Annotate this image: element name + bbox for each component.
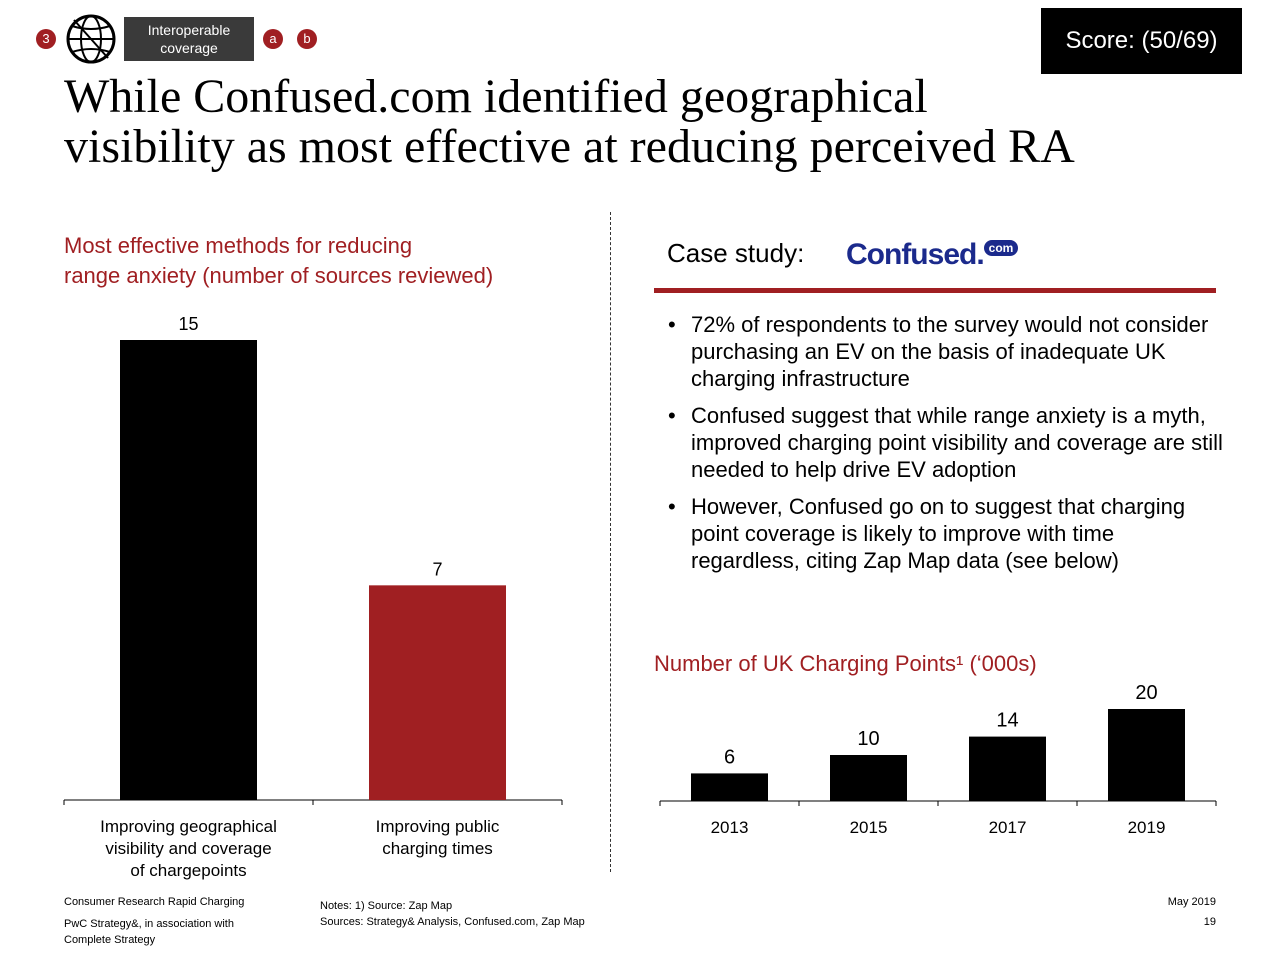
x-tick-label-line: visibility and coverage [105, 839, 271, 858]
data-label: 7 [432, 559, 442, 579]
case-study-label: Case study: [667, 238, 805, 268]
bar [1108, 709, 1185, 801]
x-tick-label: Improving geographical visibility and cov… [100, 817, 277, 880]
bullet-dot: • [668, 494, 676, 519]
footer-left: Consumer Research Rapid Charging PwC Str… [64, 894, 244, 948]
sub-badge-a: a [263, 29, 283, 49]
case-study-bullets: • 72% of respondents to the survey would … [664, 311, 1224, 584]
footer-date: May 2019 [1167, 896, 1216, 908]
bullet-text: Confused suggest that while range anxiet… [691, 403, 1223, 482]
case-study-rule [654, 288, 1216, 293]
footer-left-line1: Consumer Research Rapid Charging [64, 896, 245, 908]
left-chart-title: Most effective methods for reducing rang… [64, 231, 604, 291]
footer-notes-line2: Sources: Strategy& Analysis, Confused.co… [320, 916, 585, 928]
sub-badge-b: b [297, 29, 317, 49]
footer-notes-line1: Notes: 1) Source: Zap Map [320, 900, 453, 912]
bar [691, 773, 768, 801]
x-tick-label: 2013 [711, 818, 749, 837]
x-tick-label: 2019 [1128, 818, 1166, 837]
bar [969, 736, 1046, 801]
bullet-text: However, Confused go on to suggest that … [691, 494, 1186, 573]
bullet-item: • However, Confused go on to suggest that… [664, 493, 1224, 574]
topic-tag-line2: coverage [160, 40, 218, 56]
globe-icon [66, 14, 116, 64]
bar [120, 340, 257, 800]
logo-text: Confused. [846, 238, 985, 271]
x-tick-label: 2017 [989, 818, 1027, 837]
data-label: 20 [1135, 682, 1157, 704]
x-tick-label-line: 2019 [1128, 818, 1166, 837]
left-chart-title-line2: range anxiety (number of sources reviewe… [64, 263, 494, 288]
footer-left-line2: PwC Strategy&, in association with [64, 918, 234, 930]
data-label: 10 [857, 728, 879, 750]
footer-left-line3: Complete Strategy [64, 934, 156, 946]
x-tick-label-line: 2013 [711, 818, 749, 837]
page-title-line1: While Confused.com identified geographic… [64, 70, 928, 123]
footer-notes: Notes: 1) Source: Zap Map Sources: Strat… [320, 898, 585, 930]
data-label: 6 [724, 746, 735, 768]
left-chart-title-line1: Most effective methods for reducing [64, 233, 413, 258]
page-title-line2: visibility as most effective at reducing… [64, 120, 1075, 173]
right-bar-chart: 6 2013 10 2015 14 2017 20 2019 [659, 682, 1217, 837]
footer-right: May 2019 19 [1100, 894, 1216, 930]
bullet-text: 72% of respondents to the survey would n… [691, 312, 1209, 391]
step-badge: 3 [36, 29, 56, 49]
bar [369, 585, 506, 800]
left-bar-chart: 15 Improving geographical visibility and c… [63, 314, 563, 880]
x-tick-label: Improving public charging times [376, 817, 500, 858]
data-label: 15 [178, 314, 198, 334]
bullet-dot: • [668, 403, 676, 428]
score-badge: Score: (50/69) [1041, 8, 1242, 74]
topic-tag-line1: Interoperable [147, 22, 231, 38]
x-tick-label: 2015 [850, 818, 888, 837]
x-tick-label-line: of chargepoints [130, 861, 246, 880]
x-tick-label-line: 2017 [989, 818, 1027, 837]
right-chart-title: Number of UK Charging Points¹ (‘000s) [654, 651, 1037, 676]
bullet-item: • 72% of respondents to the survey would … [664, 311, 1224, 392]
page-title: While Confused.com identified geographic… [64, 72, 1244, 172]
logo-com-badge: com [983, 240, 1019, 256]
x-tick-label-line: Improving public [376, 817, 500, 836]
x-tick-label-line: charging times [382, 839, 493, 858]
x-tick-label-line: Improving geographical [100, 817, 277, 836]
topic-tag: Interoperable coverage [124, 17, 254, 61]
bar [830, 755, 907, 801]
section-divider [610, 212, 611, 872]
footer-page-number: 19 [1203, 916, 1216, 928]
bullet-dot: • [668, 312, 676, 337]
data-label: 14 [996, 710, 1018, 732]
confused-logo: Confused. com [846, 238, 1019, 272]
bullet-item: • Confused suggest that while range anxie… [664, 402, 1224, 483]
x-tick-label-line: 2015 [850, 818, 888, 837]
